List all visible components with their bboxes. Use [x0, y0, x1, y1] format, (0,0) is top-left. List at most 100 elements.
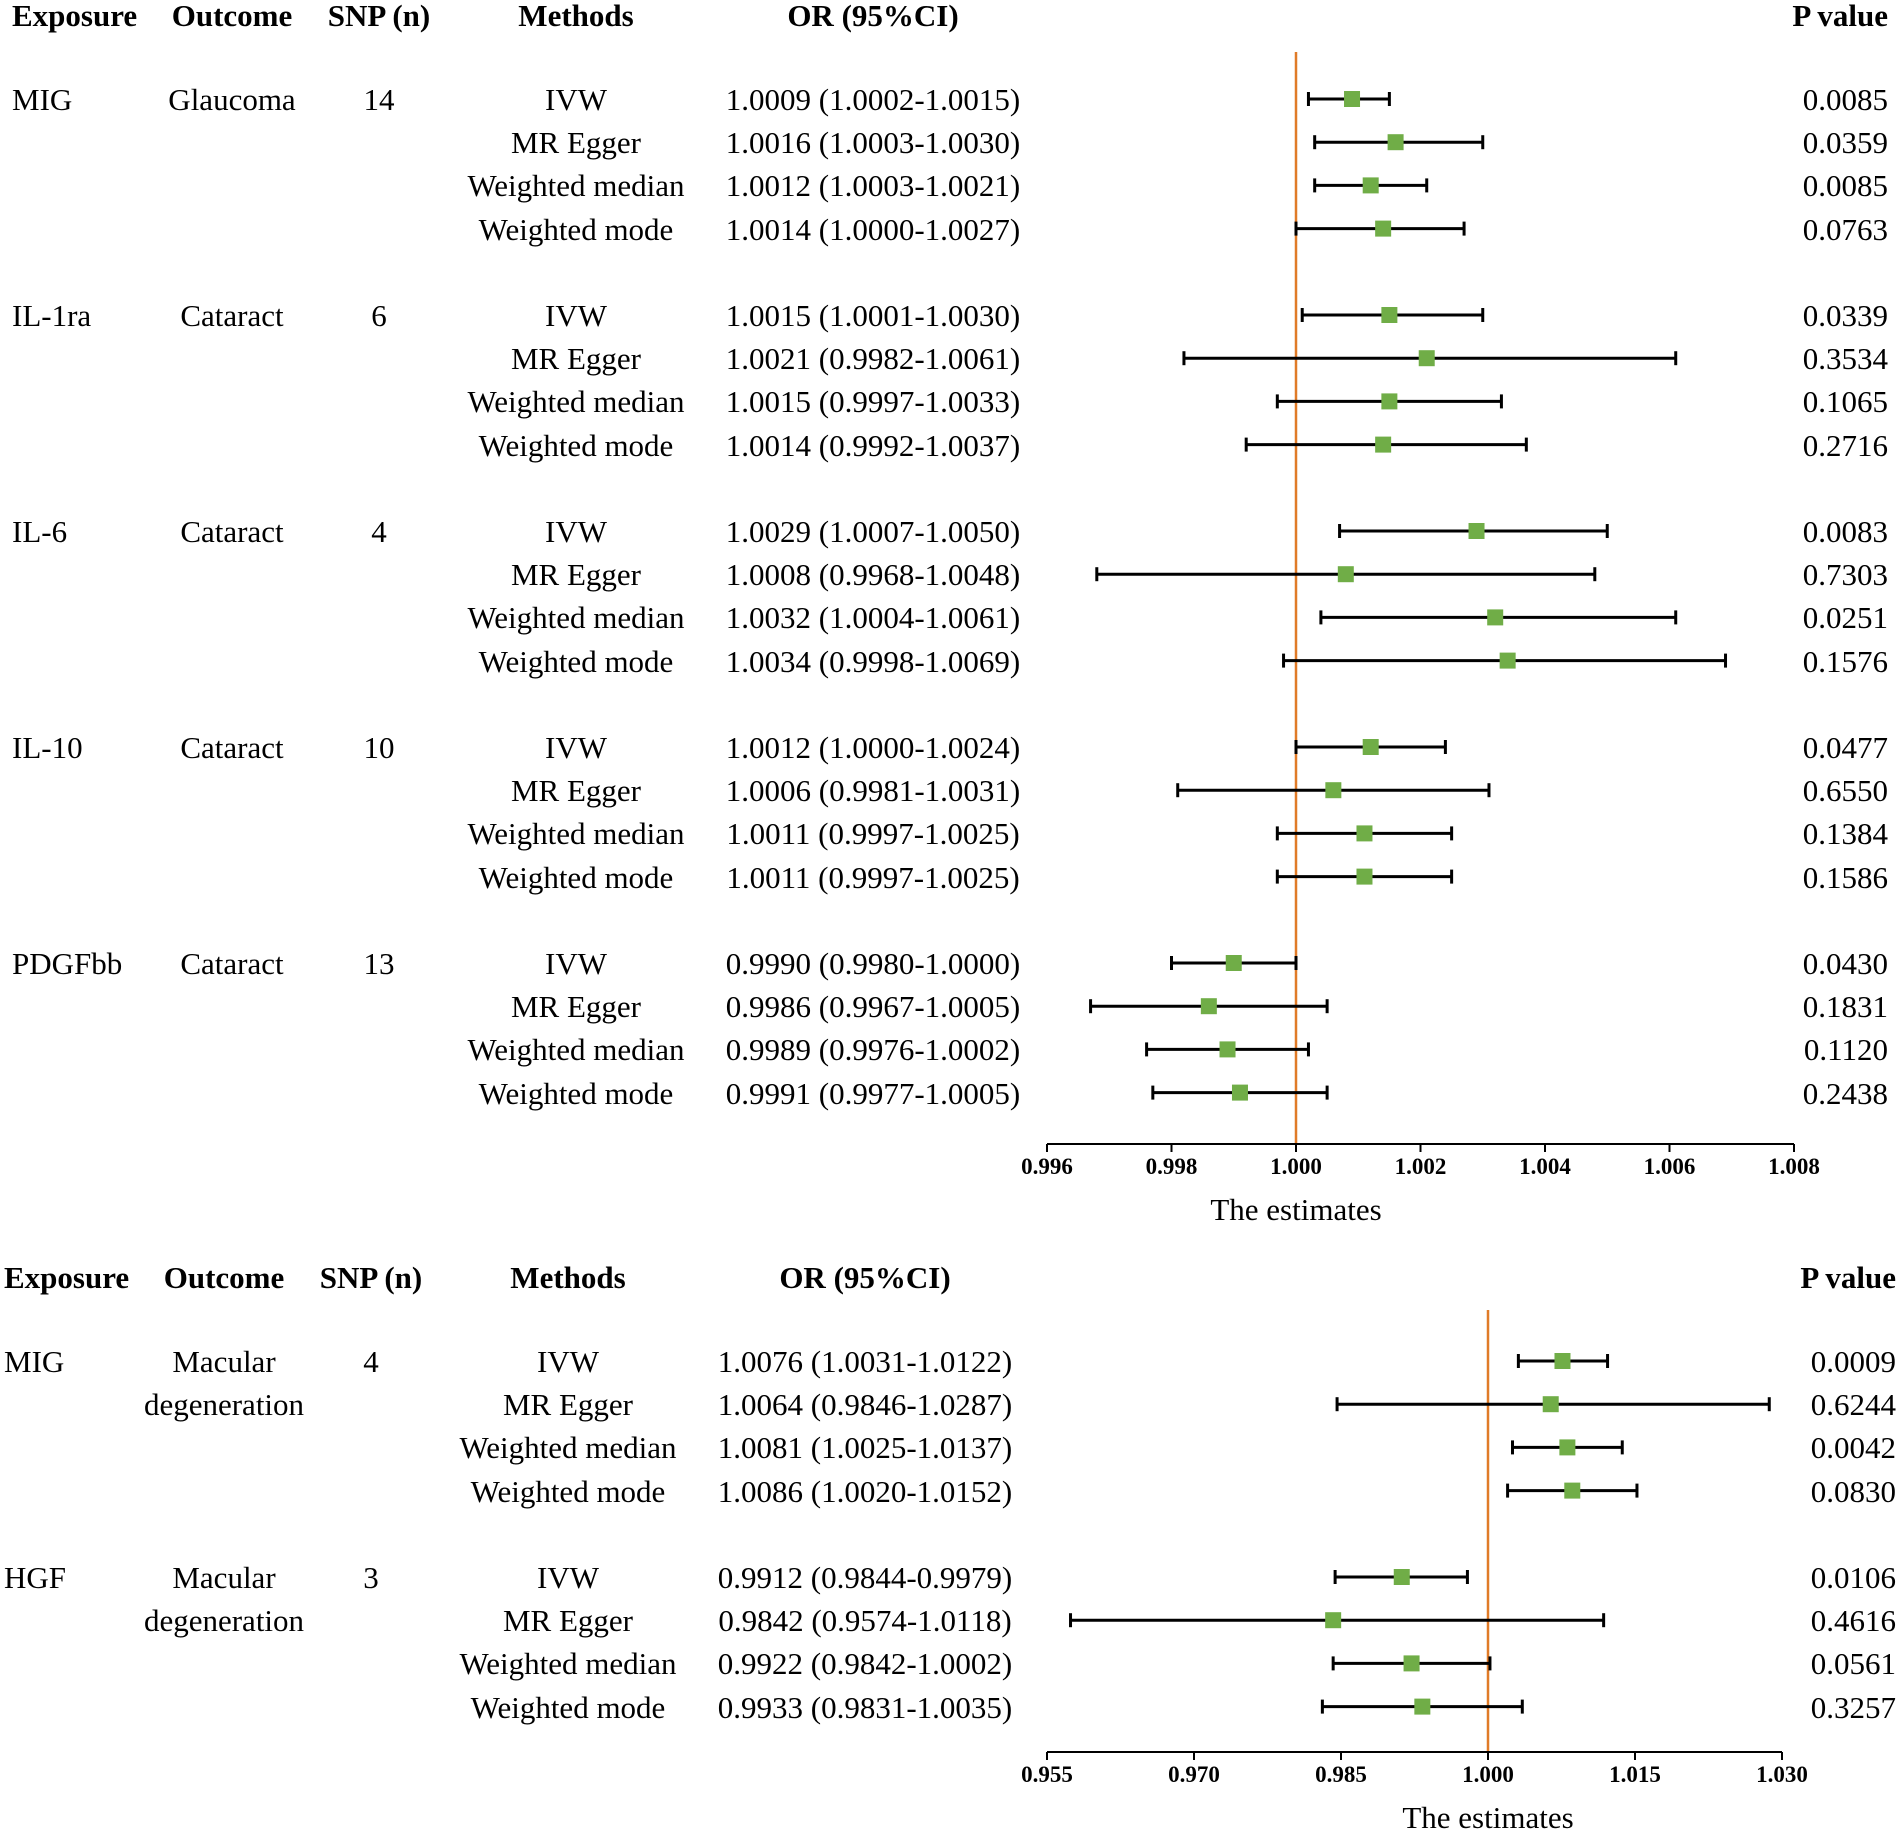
estimate-marker: [1375, 436, 1392, 453]
p-value: 0.0251: [1802, 600, 1888, 636]
p-value: 0.7303: [1802, 557, 1888, 593]
estimate-marker: [1362, 739, 1379, 755]
estimate-marker: [1393, 1569, 1410, 1585]
ci-row: [1282, 652, 1728, 669]
ci-row: [1275, 868, 1454, 885]
estimate-marker: [1403, 1655, 1420, 1672]
exposure-label: IL-1ra: [12, 298, 92, 333]
header-exposure: Exposure: [12, 0, 138, 33]
estimate-marker: [1231, 1084, 1248, 1101]
or-ci-value: 1.0014 (0.9992-1.0037): [725, 427, 1021, 463]
or-ci-value: 0.9989 (0.9976-1.0002): [725, 1032, 1021, 1068]
estimate-marker: [1559, 1439, 1576, 1456]
or-ci-value: 0.9912 (0.9844-0.9979): [717, 1560, 1013, 1595]
method-label: Weighted median: [459, 1430, 677, 1466]
ci-row: [1176, 782, 1491, 799]
estimate-marker: [1325, 1612, 1342, 1629]
x-axis-title: The estimates: [1402, 1800, 1573, 1830]
snp-count: 14: [363, 82, 395, 117]
ci-row: [1313, 134, 1485, 151]
p-value: 0.1120: [1803, 1032, 1888, 1068]
x-tick-label: 0.996: [1021, 1154, 1073, 1179]
ci-row: [1244, 436, 1528, 453]
ci-row: [1313, 177, 1429, 194]
p-value: 0.6550: [1802, 773, 1888, 809]
method-label: IVW: [537, 1560, 599, 1595]
method-label: Weighted median: [467, 600, 685, 636]
exposure-label: HGF: [4, 1560, 67, 1595]
estimate-marker: [1487, 609, 1504, 626]
header-exposure: Exposure: [4, 1260, 130, 1295]
x-tick-label: 0.998: [1146, 1154, 1198, 1179]
or-ci-value: 1.0064 (0.9846-1.0287): [717, 1387, 1013, 1423]
ci-row: [1511, 1439, 1624, 1456]
method-label: Weighted mode: [478, 427, 674, 463]
ci-row: [1294, 220, 1466, 237]
x-tick-label: 0.970: [1168, 1762, 1220, 1787]
x-tick-label: 1.006: [1644, 1154, 1696, 1179]
or-ci-value: 0.9991 (0.9977-1.0005): [725, 1075, 1021, 1111]
or-ci-value: 1.0029 (1.0007-1.0050): [725, 514, 1021, 549]
snp-count: 3: [363, 1560, 379, 1595]
method-label: Weighted median: [467, 816, 685, 852]
ci-row: [1275, 825, 1454, 842]
method-label: MR Egger: [510, 557, 642, 593]
p-value: 0.2716: [1802, 427, 1888, 463]
header-methods: Methods: [518, 0, 634, 33]
x-tick-label: 0.985: [1315, 1762, 1367, 1787]
ci-row: [1506, 1482, 1639, 1499]
or-ci-value: 0.9933 (0.9831-1.0035): [717, 1689, 1013, 1725]
or-ci-value: 1.0034 (0.9998-1.0069): [725, 643, 1021, 679]
p-value: 0.0430: [1802, 946, 1888, 981]
p-value: 0.0106: [1810, 1560, 1896, 1595]
method-label: IVW: [545, 82, 607, 117]
x-tick-label: 1.000: [1462, 1762, 1514, 1787]
header-or-ci: OR (95%CI): [787, 0, 959, 33]
header-p-value: P value: [1800, 1260, 1896, 1295]
outcome-label: Cataract: [180, 946, 284, 981]
ci-row: [1145, 1041, 1310, 1058]
p-value: 0.1576: [1802, 643, 1888, 679]
ci-row: [1319, 609, 1678, 626]
estimate-marker: [1418, 350, 1435, 367]
estimate-marker: [1362, 177, 1379, 194]
method-label: Weighted median: [459, 1646, 677, 1682]
ci-row: [1516, 1353, 1610, 1369]
method-label: Weighted mode: [478, 211, 674, 247]
ci-row: [1331, 1655, 1492, 1672]
or-ci-value: 1.0015 (0.9997-1.0033): [725, 384, 1021, 420]
outcome-label: Macular: [172, 1344, 276, 1379]
snp-count: 10: [363, 730, 395, 765]
snp-count: 4: [363, 1344, 379, 1379]
method-label: IVW: [545, 730, 607, 765]
estimate-marker: [1499, 652, 1516, 669]
or-ci-value: 1.0016 (1.0003-1.0030): [725, 125, 1021, 161]
or-ci-value: 1.0015 (1.0001-1.0030): [725, 298, 1021, 333]
method-label: IVW: [545, 514, 607, 549]
x-tick-label: 1.030: [1756, 1762, 1808, 1787]
method-label: MR Egger: [510, 989, 642, 1025]
outcome-label: Cataract: [180, 298, 284, 333]
estimate-marker: [1219, 1041, 1236, 1058]
snp-count: 6: [371, 298, 387, 333]
header-snp: SNP (n): [319, 1260, 423, 1295]
estimate-marker: [1356, 868, 1373, 885]
ci-row: [1320, 1698, 1524, 1715]
p-value: 0.3534: [1802, 341, 1888, 377]
p-value: 0.0009: [1810, 1344, 1896, 1379]
header-outcome: Outcome: [171, 0, 293, 33]
x-axis-title: The estimates: [1210, 1192, 1381, 1227]
method-label: MR Egger: [510, 341, 642, 377]
method-label: Weighted median: [467, 1032, 685, 1068]
method-label: Weighted mode: [478, 643, 674, 679]
p-value: 0.1586: [1802, 859, 1888, 895]
ci-row: [1338, 523, 1609, 539]
or-ci-value: 1.0021 (0.9982-1.0061): [725, 341, 1021, 377]
x-tick-label: 1.002: [1395, 1154, 1447, 1179]
x-tick-label: 1.015: [1609, 1762, 1661, 1787]
outcome-label: Macular: [172, 1560, 276, 1595]
method-label: Weighted median: [467, 168, 685, 204]
outcome-label: degeneration: [143, 1603, 305, 1639]
